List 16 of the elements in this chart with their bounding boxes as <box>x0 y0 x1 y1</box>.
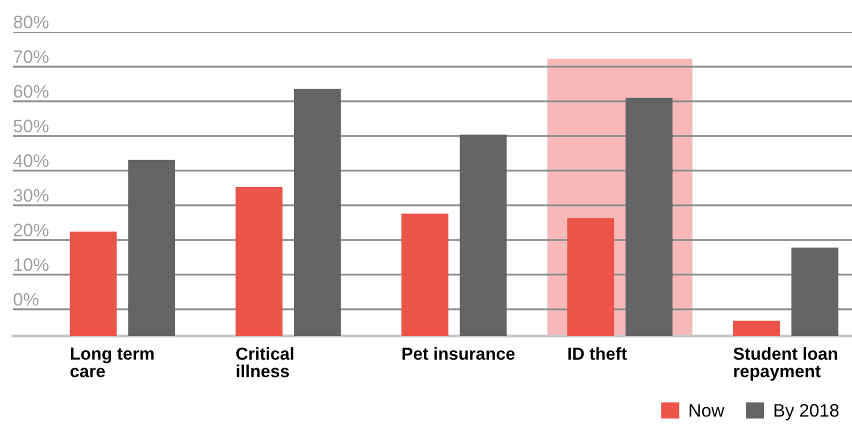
y-tick-label: 20% <box>14 224 48 236</box>
y-tick-label: 10% <box>14 258 48 272</box>
x-tick-label: Critical illness <box>236 347 294 378</box>
legend-label: Now <box>690 404 724 417</box>
y-tick-label: 60% <box>14 84 48 98</box>
y-tick-label: 70% <box>14 50 48 64</box>
y-tick-label: 0% <box>14 292 38 306</box>
x-tick-label: Pet insurance <box>402 347 515 360</box>
y-tick-label: 50% <box>14 120 48 132</box>
x-tick-label: ID theft <box>568 347 627 360</box>
x-tick-label: Long term care <box>70 348 154 378</box>
x-tick-label: Student loan repayment <box>734 347 838 381</box>
y-tick-label: 30% <box>14 188 48 202</box>
y-tick-label: 80% <box>14 16 48 28</box>
legend-label: By 2018 <box>774 404 839 420</box>
y-tick-label: 40% <box>13 154 48 168</box>
